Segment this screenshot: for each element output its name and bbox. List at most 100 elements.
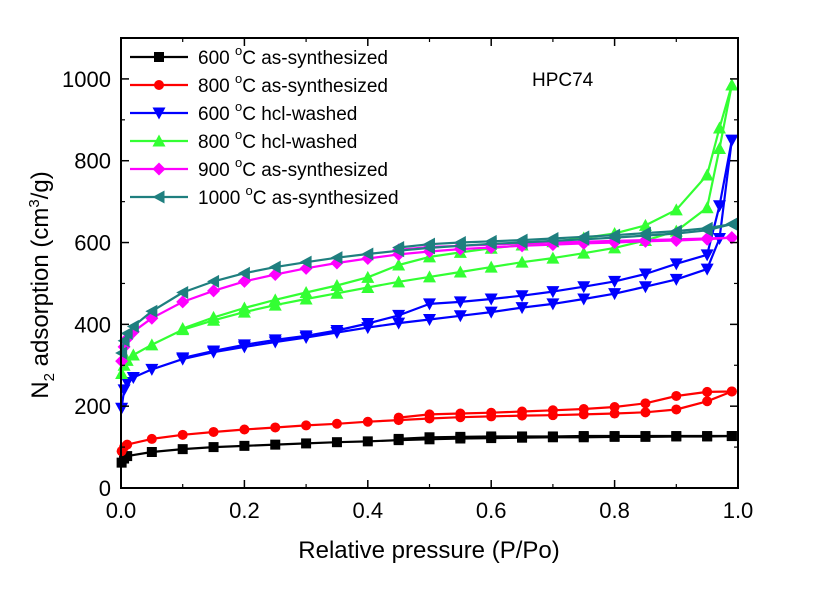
- series-0-desorption-point: [671, 431, 682, 442]
- series-3-desorption-point: [176, 321, 190, 334]
- x-axis-label: Relative pressure (P/Po): [298, 537, 559, 564]
- series-0-desorption-point: [486, 431, 497, 442]
- series-1-desorption-point: [393, 412, 404, 423]
- series-2-desorption-point: [577, 281, 591, 294]
- series-2-desorption-point: [176, 352, 190, 365]
- y-label-prefix: N: [27, 381, 54, 398]
- legend-label: 1000 oC as-synthesized: [198, 183, 399, 209]
- series-3-adsorption-point: [423, 270, 436, 283]
- series-3-adsorption-point: [145, 338, 159, 351]
- series-0-desorption-point: [393, 433, 404, 444]
- series-2-adsorption-point: [546, 298, 560, 311]
- series-0-desorption-point: [424, 432, 435, 443]
- series-1-adsorption-point: [270, 422, 281, 433]
- legend-marker: [154, 52, 164, 62]
- series-2-adsorption-point: [577, 293, 591, 306]
- series-5-adsorption-point: [361, 247, 374, 261]
- series-3-desorption-point: [207, 310, 221, 323]
- legend-label-value: 800: [198, 76, 235, 97]
- series-2-adsorption-point: [145, 363, 159, 376]
- legend-item-0: 600 oC as-synthesized: [130, 43, 388, 69]
- series-4-adsorption-point: [207, 284, 221, 298]
- series-2-adsorption-point: [392, 317, 406, 330]
- series-1-adsorption-point: [331, 418, 342, 429]
- series-0: [116, 431, 737, 468]
- legend-label-unit: C as-synthesized: [242, 48, 388, 69]
- series-0-desorption-point: [726, 431, 737, 442]
- legend-label-unit: C hcl-washed: [242, 104, 357, 125]
- series-layer: [115, 78, 739, 468]
- series-5-desorption-point: [608, 228, 621, 242]
- legend-label-degree: o: [235, 43, 242, 58]
- series-3-adsorption-point: [361, 281, 375, 294]
- series-3-desorption-line: [182, 84, 733, 330]
- series-1-adsorption-point: [671, 404, 682, 415]
- series-2-desorption-point: [725, 134, 739, 147]
- series-3-desorption-point: [669, 203, 683, 216]
- series-1-desorption-point: [671, 390, 682, 401]
- legend-item-1: 800 oC as-synthesized: [130, 71, 388, 97]
- series-0-desorption-point: [609, 431, 620, 442]
- x-tick-label: 0.4: [353, 498, 384, 523]
- legend-marker: [154, 80, 164, 90]
- series-0-adsorption-point: [177, 444, 188, 455]
- y-label-subscript: 2: [41, 373, 58, 381]
- series-3-adsorption-point: [700, 201, 714, 214]
- legend-label: 900 oC as-synthesized: [198, 155, 388, 181]
- series-3-desorption-point: [361, 270, 375, 283]
- series-0-adsorption-point: [301, 438, 312, 449]
- y-label-mid: adsorption (cm: [27, 208, 54, 373]
- series-3-adsorption-point: [126, 348, 140, 361]
- legend-label-value: 900: [198, 160, 235, 181]
- x-tick-label: 0.8: [599, 498, 630, 523]
- x-tick-label: 0.2: [229, 498, 260, 523]
- legend-label-degree: o: [235, 71, 242, 86]
- series-2-desorption-point: [268, 334, 282, 347]
- legend-label: 800 oC as-synthesized: [198, 71, 388, 97]
- series-3-adsorption-point: [484, 260, 498, 273]
- legend-label-unit: C as-synthesized: [242, 76, 388, 97]
- series-5-adsorption-point: [268, 260, 281, 274]
- legend-label-value: 600: [198, 48, 235, 69]
- series-1-desorption-point: [455, 408, 466, 419]
- ticks-layer: 0.0 0.2 0.4 0.6 0.8 1.0 0 200 400 600 800 1000: [62, 37, 753, 523]
- series-1-adsorption-point: [177, 429, 188, 440]
- series-5-desorption-point: [484, 234, 497, 248]
- series-0-desorption-point: [517, 431, 528, 442]
- series-0-adsorption-point: [122, 451, 133, 462]
- legend-item-3: 800 oC hcl-washed: [130, 127, 357, 153]
- legend-label: 800 oC hcl-washed: [198, 127, 357, 153]
- series-2-adsorption-point: [700, 263, 714, 276]
- series-5-adsorption-point: [207, 274, 220, 288]
- legend-marker: [152, 134, 166, 147]
- legend-item-5: 1000 oC as-synthesized: [130, 183, 399, 209]
- series-2-adsorption-point: [515, 302, 529, 315]
- series-0-desorption-line: [398, 434, 732, 440]
- series-2-desorption-point: [608, 275, 622, 288]
- legend-item-2: 600 oC hcl-washed: [130, 99, 357, 125]
- series-3-desorption-point: [237, 301, 251, 314]
- legend-item-4: 900 oC as-synthesized: [130, 155, 388, 181]
- series-0-adsorption-point: [362, 436, 373, 447]
- series-5: [115, 217, 738, 360]
- legend-label-unit: C as-synthesized: [253, 188, 399, 209]
- series-2-desorption-point: [515, 290, 529, 303]
- series-5-adsorption-point: [145, 304, 158, 318]
- x-tick-label: 0.6: [476, 498, 507, 523]
- series-5-desorption-point: [453, 236, 466, 250]
- series-4-desorption-point: [725, 231, 739, 245]
- series-5-adsorption-point: [126, 319, 139, 333]
- series-1-desorption-point: [609, 402, 620, 412]
- series-5-adsorption-point: [330, 251, 343, 265]
- legend-label-degree: o: [235, 127, 242, 142]
- series-5-desorption-point: [725, 217, 738, 231]
- series-3-adsorption-point: [392, 275, 406, 288]
- y-label-superscript: 3: [26, 199, 43, 207]
- series-1-desorption-point: [547, 405, 558, 416]
- legend-label-value: 600: [198, 104, 235, 125]
- legend-marker: [152, 162, 166, 176]
- legend-label-degree: o: [246, 183, 253, 198]
- series-2-adsorption-point: [608, 288, 622, 301]
- series-3-adsorption-point: [299, 292, 313, 305]
